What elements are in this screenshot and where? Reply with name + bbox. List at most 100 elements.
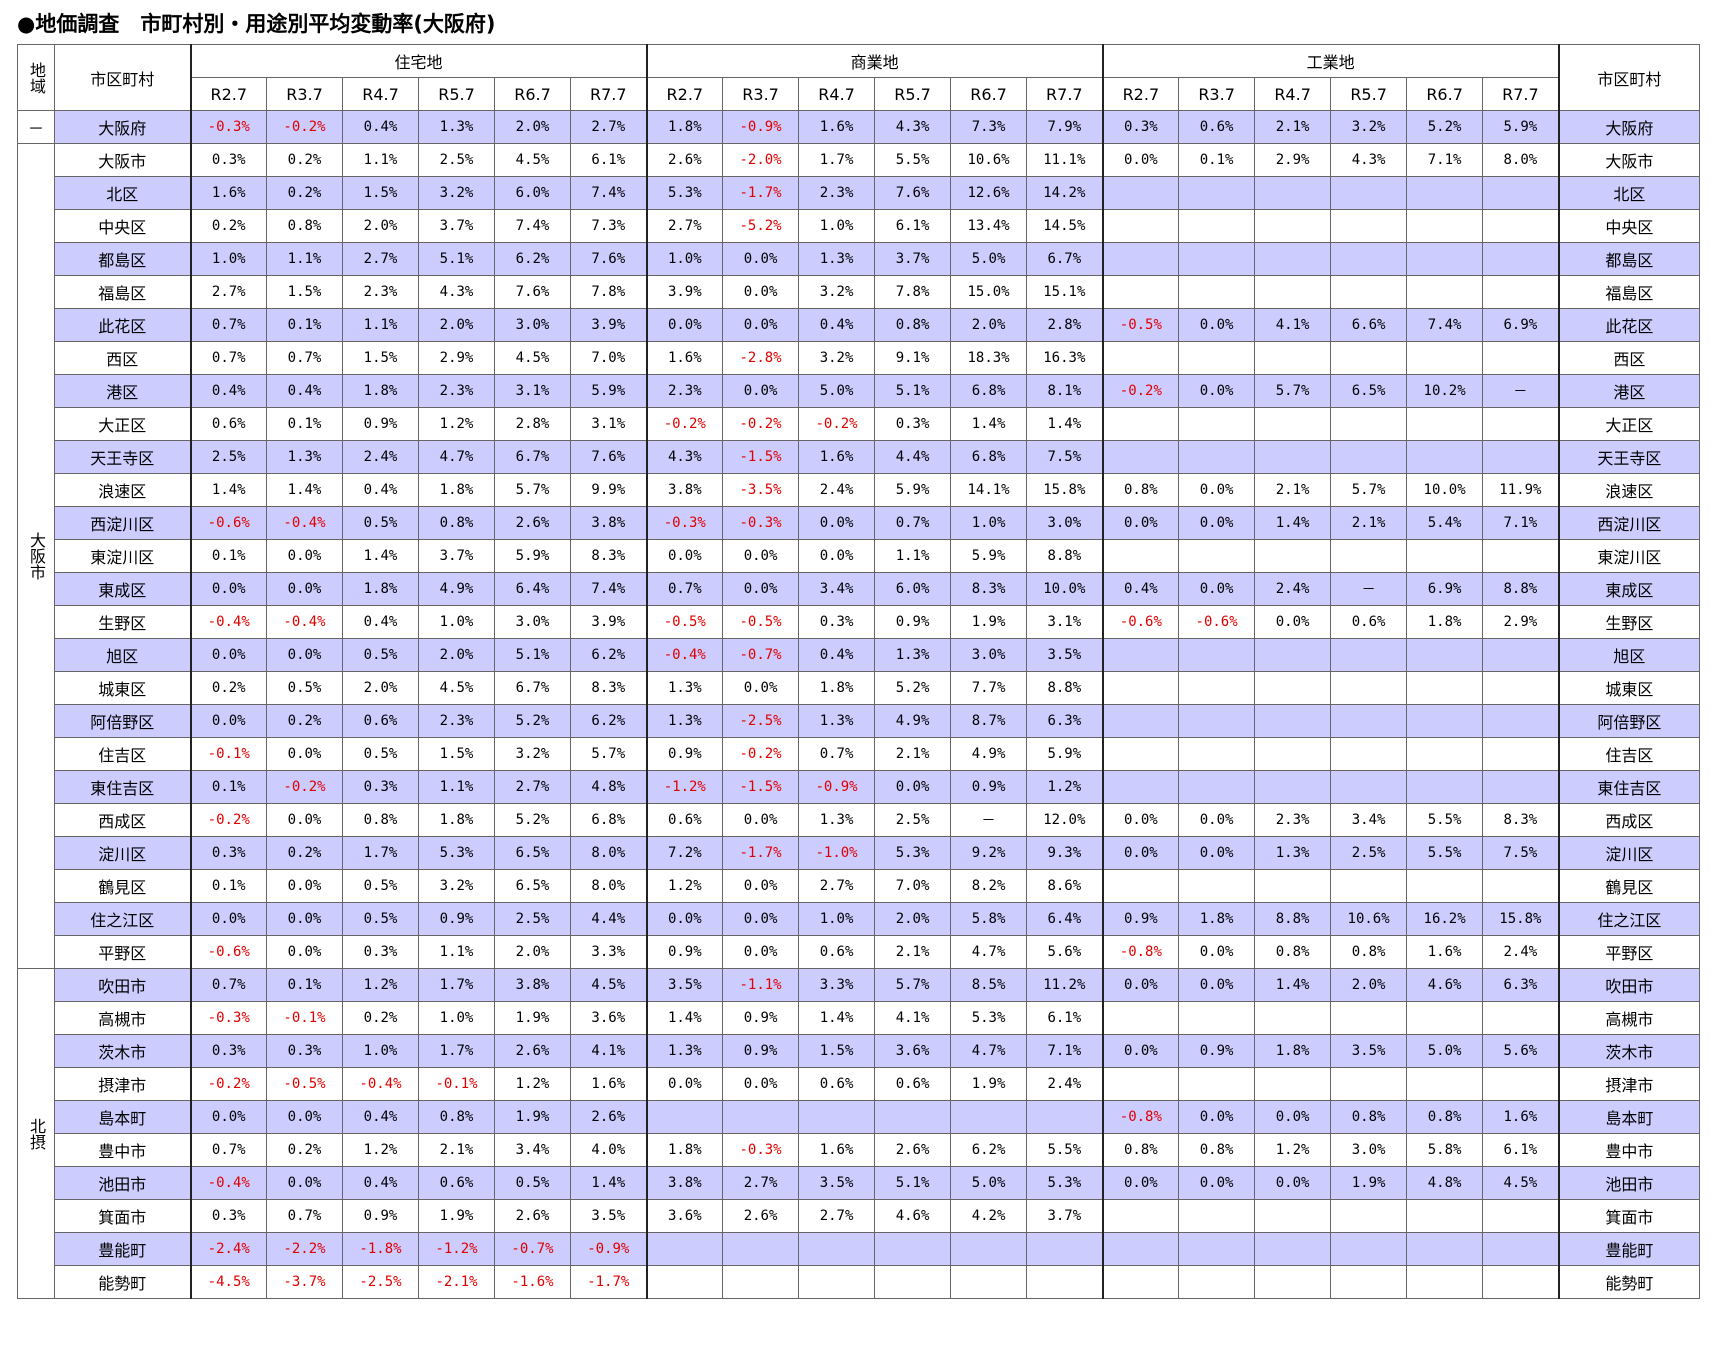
rate-cell [1178,275,1256,309]
rate-cell: 0.1% [1178,143,1256,177]
rate-cell: -0.5% [645,605,724,639]
rate-cell: -0.3% [645,506,724,540]
row-name: 能勢町 [54,1265,191,1299]
rate-cell: 0.4% [342,1100,419,1134]
rate-cell: 0.8% [266,209,343,243]
rate-cell: 6.1% [1482,1133,1560,1167]
period-header: R2.7 [1101,77,1180,111]
row-name-right: 浪速区 [1557,473,1701,507]
rate-cell: 2.9% [418,341,495,375]
row-name: 豊能町 [54,1232,191,1266]
rate-cell: 0.6% [342,704,419,738]
rate-cell: 1.2% [342,968,419,1002]
rate-cell: 8.0% [1482,143,1560,177]
rate-cell [1406,671,1484,705]
rate-cell: 6.5% [1330,374,1408,408]
data-row: 中央区 0.2% 0.8% 2.0% 3.7% 7.4% 7.3% 2.7% -5.2% 1.0%… [18,209,1701,243]
rate-cell: -2.0% [722,143,800,177]
rate-cell: 0.8% [342,803,419,837]
rate-cell: 3.6% [874,1034,952,1068]
rate-cell: 6.0% [494,176,571,210]
rate-cell [1101,671,1180,705]
rate-cell [1330,539,1408,573]
row-name-right: 阿倍野区 [1557,704,1701,738]
rate-cell: 0.0% [1101,143,1180,177]
rate-cell: 8.2% [950,869,1028,903]
rate-cell: 1.9% [494,1100,571,1134]
rate-cell: 1.5% [266,275,343,309]
rate-cell: 0.7% [798,737,876,771]
row-name: 生野区 [54,605,191,639]
rate-cell: 2.7% [342,242,419,276]
rate-cell: 0.5% [494,1166,571,1200]
rate-cell: 6.5% [494,869,571,903]
rate-cell: 3.1% [569,407,648,441]
rate-cell: 0.0% [1101,803,1180,837]
rate-cell: 0.0% [722,803,800,837]
rate-cell: 1.1% [266,242,343,276]
rate-cell: 1.1% [418,935,495,969]
rate-cell: 0.0% [645,539,724,573]
rate-cell: 6.9% [1406,572,1484,606]
row-name: 都島区 [54,242,191,276]
period-header: R5.7 [418,77,495,111]
rate-cell: 0.0% [722,902,800,936]
rate-cell: 5.1% [418,242,495,276]
rate-cell [1178,407,1256,441]
rate-cell: 3.4% [494,1133,571,1167]
rate-cell [874,1100,952,1134]
row-name: 此花区 [54,308,191,342]
rate-cell: 3.0% [494,308,571,342]
rate-cell [1178,1067,1256,1101]
rate-cell: 5.4% [1406,506,1484,540]
rate-cell: 6.2% [494,242,571,276]
rate-cell: 0.0% [722,572,800,606]
row-name-right: 池田市 [1557,1166,1701,1200]
rate-cell [1406,341,1484,375]
rate-cell: 0.0% [189,704,267,738]
rate-cell: 6.4% [1026,902,1104,936]
rate-cell [1482,1232,1560,1266]
rate-cell: 0.7% [189,968,267,1002]
rate-cell [874,1265,952,1299]
row-name: 北区 [54,176,191,210]
rate-cell: 2.0% [342,671,419,705]
rate-cell: 11.1% [1026,143,1104,177]
rate-cell: 7.4% [569,572,648,606]
rate-cell: 5.7% [569,737,648,771]
row-name: 箕面市 [54,1199,191,1233]
rate-cell: 1.4% [1026,407,1104,441]
rate-cell: 2.6% [569,1100,648,1134]
rate-cell [1482,638,1560,672]
row-name-right: 吹田市 [1557,968,1701,1002]
rate-cell [950,1265,1028,1299]
rate-cell: -2.4% [189,1232,267,1266]
rate-cell: 2.5% [189,440,267,474]
rate-cell: 2.9% [1482,605,1560,639]
rate-cell: 1.1% [342,143,419,177]
row-name-right: 港区 [1557,374,1701,408]
rate-cell: 3.7% [418,209,495,243]
rate-cell: 0.0% [266,737,343,771]
rate-cell: 0.6% [645,803,724,837]
rate-cell: 7.8% [569,275,648,309]
rate-cell: 0.0% [645,308,724,342]
rate-cell: 0.0% [189,1100,267,1134]
rate-cell [1254,209,1332,243]
rate-cell: 10.6% [950,143,1028,177]
rate-cell: 0.4% [189,374,267,408]
rate-cell: 0.6% [798,935,876,969]
rate-cell: 3.0% [494,605,571,639]
rate-cell: 0.4% [342,1166,419,1200]
rate-cell: 12.6% [950,176,1028,210]
rate-cell [1482,704,1560,738]
rate-cell: 5.5% [1406,803,1484,837]
rate-cell [1101,869,1180,903]
rate-cell: -0.9% [569,1232,648,1266]
rate-cell: 4.3% [645,440,724,474]
row-name: 摂津市 [54,1067,191,1101]
rate-cell: 6.3% [1482,968,1560,1002]
period-header: R4.7 [342,77,419,111]
rate-cell: 0.9% [1101,902,1180,936]
rate-cell: 0.0% [722,308,800,342]
